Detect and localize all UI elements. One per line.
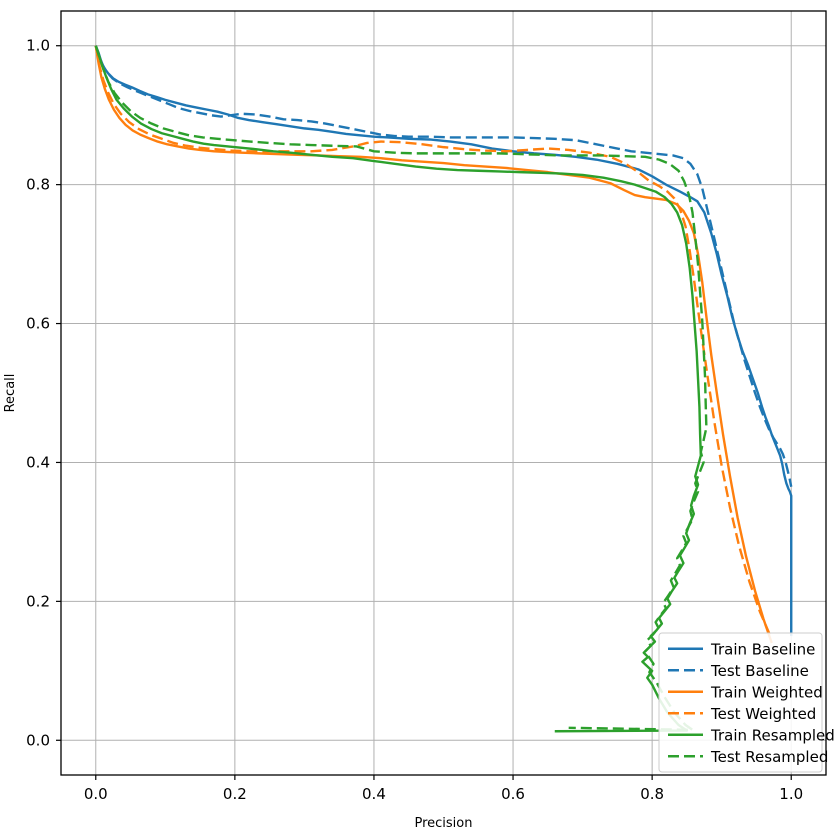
legend-entry-test-resampled[interactable]: Test Resampled <box>668 748 828 766</box>
legend-entry-train-weighted[interactable]: Train Weighted <box>668 683 823 701</box>
axes-spines <box>60 10 827 776</box>
x-tick-label: 0.4 <box>362 785 386 803</box>
series-line-test-resampled <box>94 45 708 732</box>
legend-entry-test-weighted[interactable]: Test Weighted <box>668 705 816 723</box>
series-line-train-resampled <box>94 45 703 733</box>
y-tick-label: 0.6 <box>26 315 50 333</box>
x-tick-label: 0.8 <box>640 785 664 803</box>
x-tick-label: 0.0 <box>84 785 108 803</box>
legend-label: Test Resampled <box>710 748 828 766</box>
x-tick-label: 1.0 <box>779 785 803 803</box>
axes-frame <box>60 10 827 776</box>
legend-entry-train-baseline[interactable]: Train Baseline <box>668 640 815 658</box>
axis-tick-labels: 0.0 0.2 0.4 0.6 0.8 1.0 0.0 0.2 0.4 0.6 0.8 1.0 <box>26 37 803 803</box>
legend-label: Train Weighted <box>710 683 823 701</box>
legend-label: Train Baseline <box>710 640 815 658</box>
y-tick-label: 0.2 <box>26 592 50 610</box>
x-tick-label: 0.6 <box>501 785 525 803</box>
x-tick-label: 0.2 <box>223 785 247 803</box>
chart-legend[interactable]: Train Baseline Test Baseline Train Weighte… <box>658 632 835 773</box>
series-line-test-weighted <box>94 45 772 637</box>
series-lines <box>94 45 793 733</box>
y-tick-label: 0.8 <box>26 176 50 194</box>
legend-entry-test-baseline[interactable]: Test Baseline <box>668 662 809 680</box>
x-axis-title: Precision <box>414 816 472 831</box>
series-line-test-baseline <box>94 45 793 487</box>
y-axis-title: Recall <box>3 374 18 413</box>
legend-label: Train Resampled <box>710 726 835 744</box>
series-line-train-weighted <box>94 45 773 644</box>
legend-entry-train-resampled[interactable]: Train Resampled <box>668 726 835 744</box>
y-tick-label: 0.0 <box>26 731 50 749</box>
axis-titles: Precision Recall <box>3 374 473 831</box>
series-line-train-baseline <box>94 45 793 637</box>
axis-ticks <box>56 45 792 780</box>
legend-label: Test Weighted <box>710 705 816 723</box>
legend-label: Test Baseline <box>710 662 809 680</box>
y-tick-label: 0.4 <box>26 453 50 471</box>
legend-background <box>658 632 823 773</box>
y-tick-label: 1.0 <box>26 37 50 55</box>
